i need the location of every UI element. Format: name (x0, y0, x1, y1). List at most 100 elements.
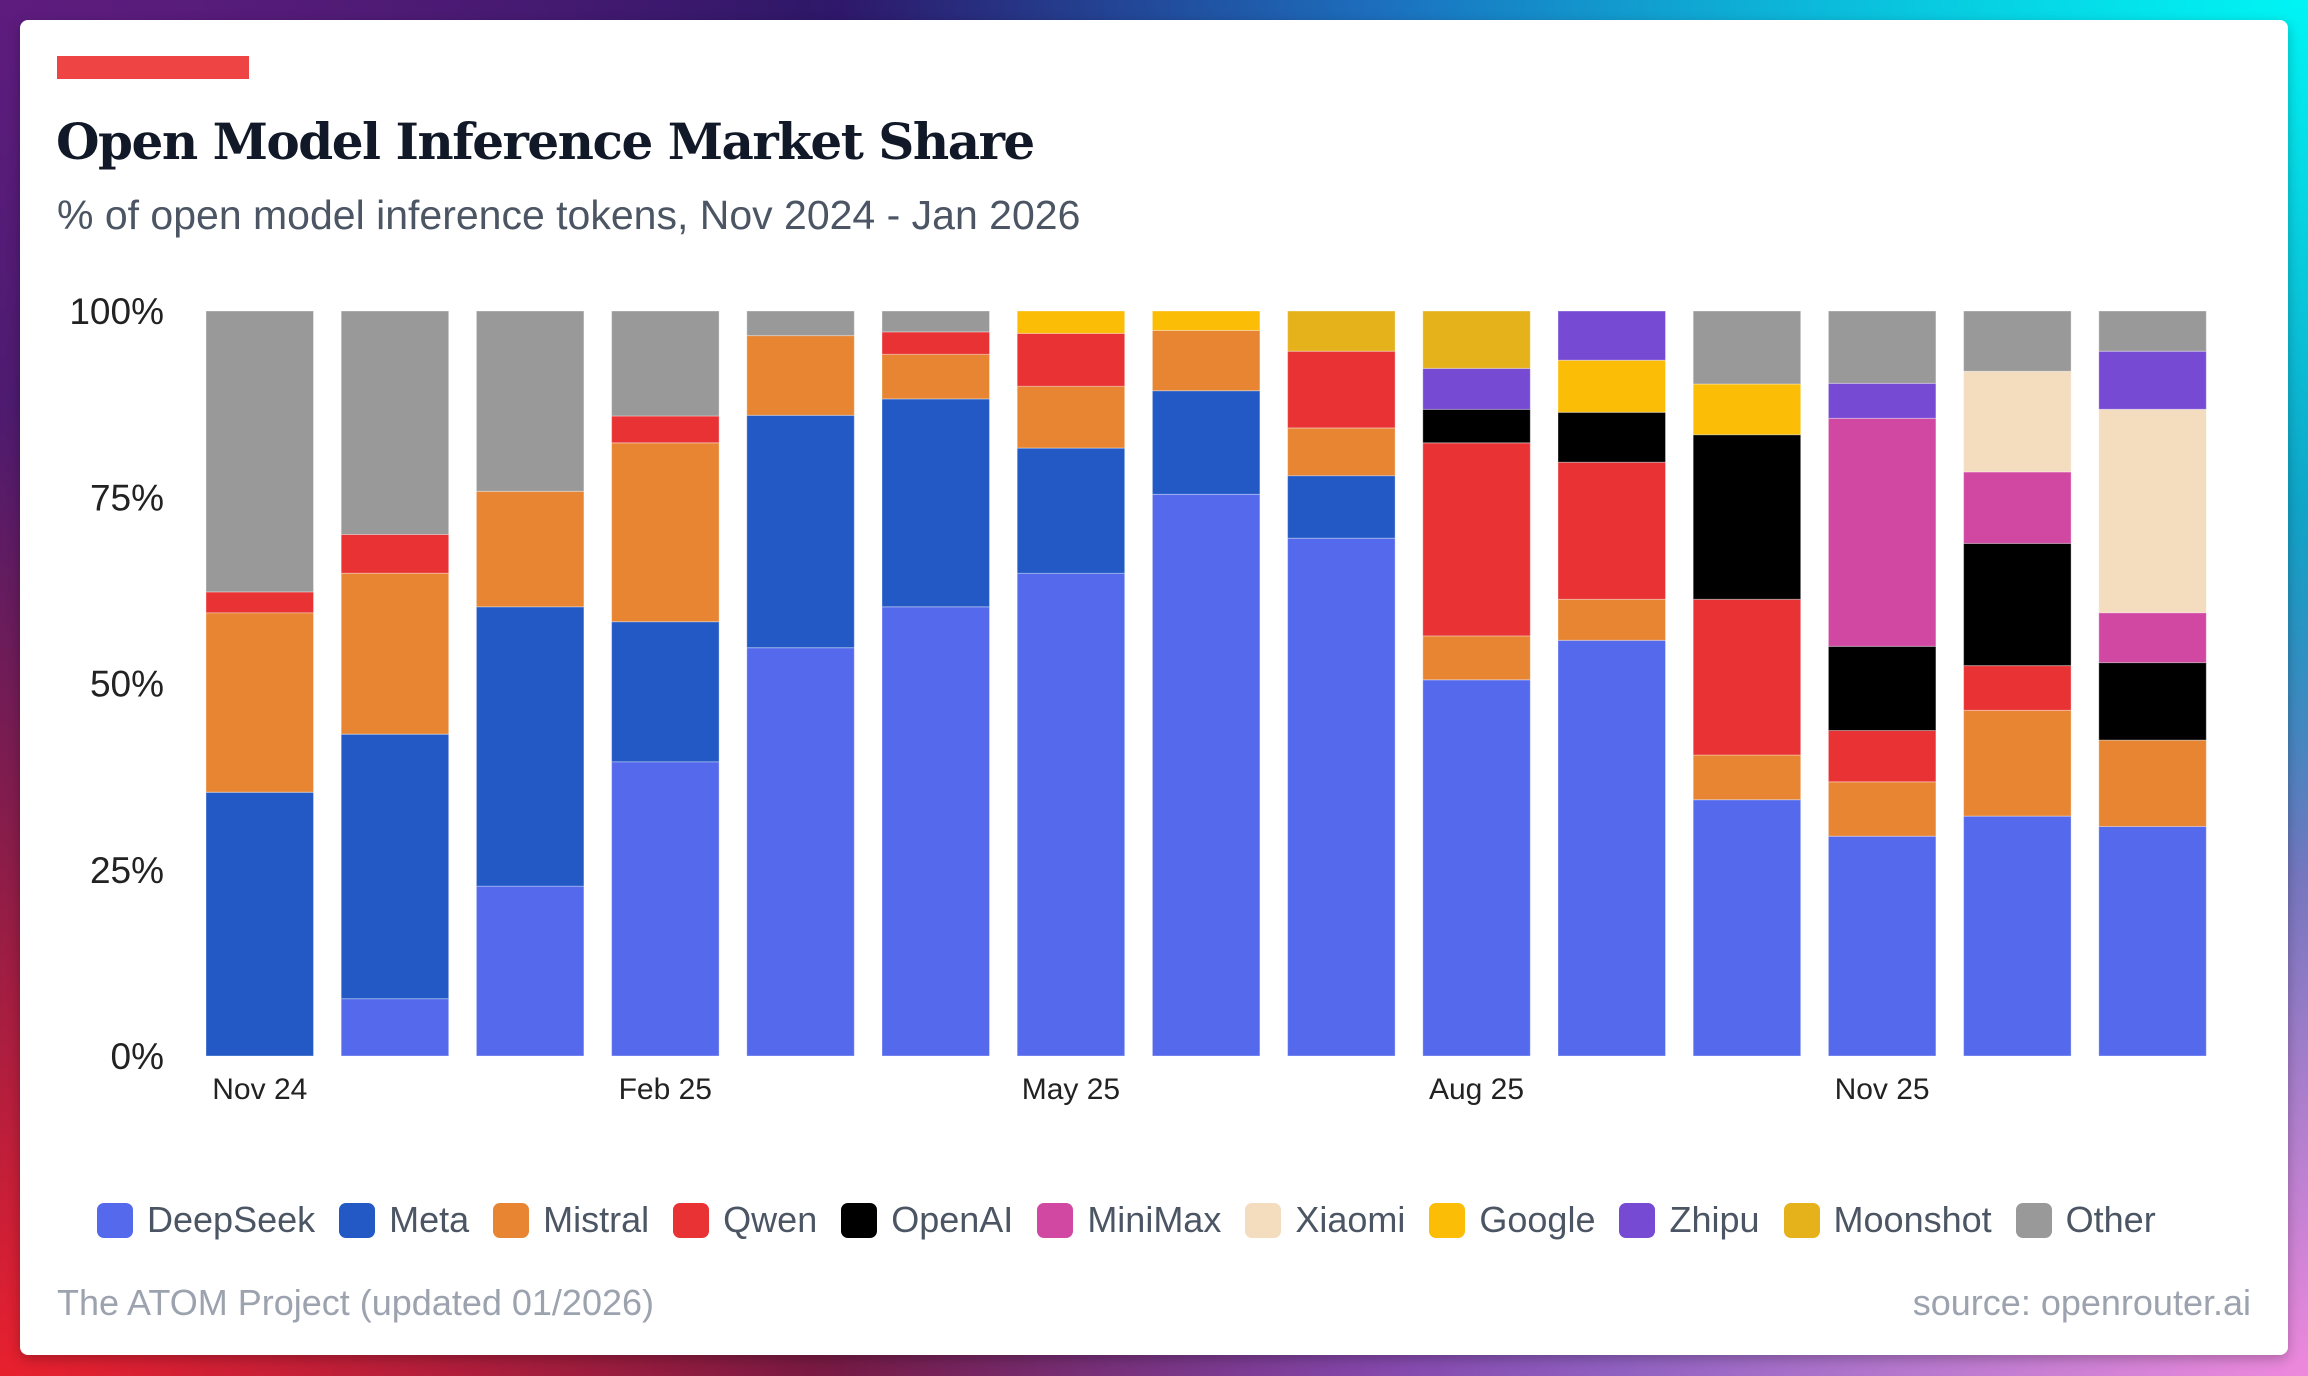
bar-segment-qwen[interactable]: Feb 25 — Qwen: 3.6% (611, 415, 720, 444)
bar-segment-mistral[interactable]: Feb 25 — Mistral: 24% (611, 442, 720, 623)
bar-segment-google[interactable]: Jun 25 — Google: 2.6% (1151, 310, 1261, 331)
bar-segment-meta[interactable]: Dec 24 — Meta: 35.5% (340, 733, 450, 1000)
bar-segment-other[interactable]: Mar 25 — Other: 3.3% (746, 310, 855, 337)
bar-segment-qwen[interactable]: Jul 25 — Qwen: 10.3% (1287, 350, 1396, 429)
bar-segment-google[interactable]: Sep 25 — Google: 7% (1557, 359, 1666, 413)
bar-segment-xiaomi[interactable]: Dec 25 — Xiaomi: 13.5% (1963, 370, 2072, 473)
bar-segment-mistral[interactable]: Nov 24 — Mistral: 24.1% (205, 612, 314, 793)
bar-segment-mistral[interactable]: May 25 — Mistral: 8.3% (1016, 385, 1126, 449)
bar-segment-minimax[interactable]: Nov 25 — MiniMax: 30.6% (1827, 417, 1937, 647)
bar-segment-mistral[interactable]: Mar 25 — Mistral: 10.7% (746, 335, 855, 416)
bar-segment-xiaomi[interactable]: Jan 26 — Xiaomi: 27.3% (2098, 408, 2207, 614)
bar-segment-deepseek[interactable]: May 25 — DeepSeek: 64.8% (1016, 572, 1126, 1057)
bar-segment-openai[interactable]: Aug 25 — OpenAI: 4.5% (1422, 408, 1531, 444)
bar-segment-mistral[interactable]: Apr 25 — Mistral: 6% (881, 353, 990, 400)
bar-segment-deepseek[interactable]: Aug 25 — DeepSeek: 50.5% (1422, 679, 1531, 1057)
legend-swatch (1429, 1202, 1466, 1238)
bar-segment-deepseek[interactable]: Dec 25 — DeepSeek: 32.2% (1963, 815, 2072, 1057)
bar-segment-google[interactable]: Oct 25 — Google: 6.8% (1692, 383, 1802, 436)
bar-segment-deepseek[interactable]: Jan 25 — DeepSeek: 22.8% (475, 885, 585, 1057)
bar-segment-other[interactable]: Jan 25 — Other: 24.2% (475, 310, 585, 492)
y-tick-label: 25% (90, 850, 164, 891)
bar-segment-mistral[interactable]: Aug 25 — Mistral: 5.9% (1422, 635, 1531, 681)
bar-stack-apr-25: Apr 25 — DeepSeek: 60.3%Apr 25 — Meta: 2… (881, 310, 990, 1057)
bar-segment-other[interactable]: Nov 24 — Other: 37.7% (205, 310, 314, 593)
legend-item-qwen[interactable]: Qwen (673, 1199, 817, 1241)
bar-segment-openai[interactable]: Oct 25 — OpenAI: 22.1% (1692, 434, 1802, 600)
bar-segment-meta[interactable]: Nov 24 — Meta: 35.4% (205, 791, 314, 1057)
bar-segment-moonshot[interactable]: Aug 25 — Moonshot: 7.7% (1422, 310, 1531, 369)
bar-segment-mistral[interactable]: Dec 25 — Mistral: 14.2% (1963, 709, 2072, 817)
bar-stack-feb-25: Feb 25 — DeepSeek: 39.5%Feb 25 — Meta: 1… (611, 310, 720, 1057)
bar-segment-openai[interactable]: Dec 25 — OpenAI: 16.4% (1963, 542, 2072, 667)
bar-segment-meta[interactable]: Apr 25 — Meta: 27.9% (881, 398, 990, 608)
bar-segment-meta[interactable]: Jun 25 — Meta: 13.9% (1151, 390, 1261, 495)
bar-segment-deepseek[interactable]: Sep 25 — DeepSeek: 55.8% (1557, 639, 1666, 1057)
bar-segment-meta[interactable]: May 25 — Meta: 16.8% (1016, 447, 1126, 574)
bar-segment-meta[interactable]: Jan 25 — Meta: 37.5% (475, 606, 585, 887)
legend-item-xiaomi[interactable]: Xiaomi (1245, 1199, 1405, 1241)
bar-segment-deepseek[interactable]: Oct 25 — DeepSeek: 34.4% (1692, 799, 1802, 1057)
bar-segment-deepseek[interactable]: Jul 25 — DeepSeek: 69.5% (1287, 537, 1396, 1057)
bar-segment-mistral[interactable]: Dec 24 — Mistral: 21.6% (340, 572, 450, 735)
bar-segment-deepseek[interactable]: Jan 26 — DeepSeek: 30.8% (2098, 826, 2207, 1057)
bar-segment-zhipu[interactable]: Jan 26 — Zhipu: 7.8% (2098, 350, 2207, 410)
bar-segment-meta[interactable]: Mar 25 — Meta: 31.2% (746, 414, 855, 649)
bar-segment-qwen[interactable]: Nov 24 — Qwen: 2.8% (205, 591, 314, 614)
bar-segment-mistral[interactable]: Oct 25 — Mistral: 6% (1692, 754, 1802, 801)
legend-item-minimax[interactable]: MiniMax (1037, 1199, 1221, 1241)
bar-segment-openai[interactable]: Sep 25 — OpenAI: 6.7% (1557, 411, 1666, 463)
bar-segment-zhipu[interactable]: Aug 25 — Zhipu: 5.5% (1422, 367, 1531, 410)
legend-item-zhipu[interactable]: Zhipu (1619, 1199, 1760, 1241)
bars: Nov 24 — Meta: 35.4%Nov 24 — Mistral: 24… (205, 310, 2207, 1057)
bar-segment-moonshot[interactable]: Jul 25 — Moonshot: 5.4% (1287, 310, 1396, 352)
bar-segment-qwen[interactable]: Nov 25 — Qwen: 6.9% (1827, 729, 1937, 783)
bar-segment-mistral[interactable]: Sep 25 — Mistral: 5.5% (1557, 598, 1666, 641)
legend-item-google[interactable]: Google (1429, 1199, 1595, 1241)
bar-segment-zhipu[interactable]: Nov 25 — Zhipu: 4.7% (1827, 382, 1937, 419)
bar-segment-mistral[interactable]: Jan 25 — Mistral: 15.5% (475, 490, 585, 608)
bar-segment-other[interactable]: Dec 25 — Other: 8.1% (1963, 310, 2072, 372)
bar-segment-qwen[interactable]: Oct 25 — Qwen: 20.9% (1692, 598, 1802, 756)
legend-item-openai[interactable]: OpenAI (841, 1199, 1013, 1241)
legend-item-deepseek[interactable]: DeepSeek (97, 1199, 315, 1241)
bar-segment-qwen[interactable]: Dec 24 — Qwen: 5.2% (340, 534, 450, 574)
bar-segment-other[interactable]: Apr 25 — Other: 2.8% (881, 310, 990, 333)
bar-segment-deepseek[interactable]: Nov 25 — DeepSeek: 29.5% (1827, 835, 1937, 1057)
legend-item-mistral[interactable]: Mistral (493, 1199, 649, 1241)
x-axis: Nov 24 Feb 25 May 25 Aug 25 Nov 25 (212, 1073, 1929, 1106)
bar-segment-zhipu[interactable]: Sep 25 — Zhipu: 6.6% (1557, 310, 1666, 361)
bar-segment-mistral[interactable]: Nov 25 — Mistral: 7.3% (1827, 781, 1937, 837)
legend-item-other[interactable]: Other (2015, 1199, 2156, 1241)
bar-segment-other[interactable]: Feb 25 — Other: 14.1% (611, 310, 720, 417)
bar-segment-google[interactable]: May 25 — Google: 3% (1016, 310, 1126, 334)
bar-segment-deepseek[interactable]: Apr 25 — DeepSeek: 60.3% (881, 606, 990, 1057)
bar-segment-openai[interactable]: Jan 26 — OpenAI: 10.4% (2098, 662, 2207, 741)
bar-segment-other[interactable]: Dec 24 — Other: 30% (340, 310, 450, 535)
bar-segment-meta[interactable]: Feb 25 — Meta: 18.8% (611, 621, 720, 763)
bar-segment-qwen[interactable]: Dec 25 — Qwen: 6% (1963, 665, 2072, 711)
legend-label: Other (2065, 1199, 2156, 1240)
bar-segment-qwen[interactable]: Aug 25 — Qwen: 25.9% (1422, 442, 1531, 637)
bar-segment-qwen[interactable]: May 25 — Qwen: 7.1% (1016, 332, 1126, 387)
bar-segment-deepseek[interactable]: Dec 24 — DeepSeek: 7.7% (340, 998, 450, 1057)
bar-segment-minimax[interactable]: Jan 26 — MiniMax: 6.7% (2098, 612, 2207, 664)
bar-segment-qwen[interactable]: Sep 25 — Qwen: 18.4% (1557, 461, 1666, 600)
bar-segment-mistral[interactable]: Jul 25 — Mistral: 6.4% (1287, 427, 1396, 477)
bar-segment-deepseek[interactable]: Mar 25 — DeepSeek: 54.8% (746, 647, 855, 1057)
legend-item-meta[interactable]: Meta (339, 1199, 469, 1241)
bar-segment-deepseek[interactable]: Feb 25 — DeepSeek: 39.5% (611, 761, 720, 1057)
bar-segment-qwen[interactable]: Apr 25 — Qwen: 3% (881, 331, 990, 355)
bar-segment-mistral[interactable]: Jun 25 — Mistral: 8.1% (1151, 329, 1261, 392)
bar-segment-minimax[interactable]: Dec 25 — MiniMax: 9.6% (1963, 471, 2072, 544)
bar-segment-deepseek[interactable]: Jun 25 — DeepSeek: 75.4% (1151, 493, 1261, 1057)
bar-segment-meta[interactable]: Jul 25 — Meta: 8.4% (1287, 475, 1396, 539)
bar-segment-other[interactable]: Jan 26 — Other: 5.4% (2098, 310, 2207, 352)
legend-item-moonshot[interactable]: Moonshot (1783, 1199, 1992, 1241)
bar-segment-openai[interactable]: Nov 25 — OpenAI: 11.3% (1827, 645, 1937, 731)
legend: DeepSeek Meta Mistral Qwen OpenAI MiniMa… (97, 1199, 2156, 1241)
bar-segment-other[interactable]: Nov 25 — Other: 9.7% (1827, 310, 1937, 384)
bar-segment-mistral[interactable]: Jan 26 — Mistral: 11.6% (2098, 739, 2207, 827)
legend-swatch (1619, 1202, 1656, 1238)
bar-segment-other[interactable]: Oct 25 — Other: 9.8% (1692, 310, 1802, 385)
